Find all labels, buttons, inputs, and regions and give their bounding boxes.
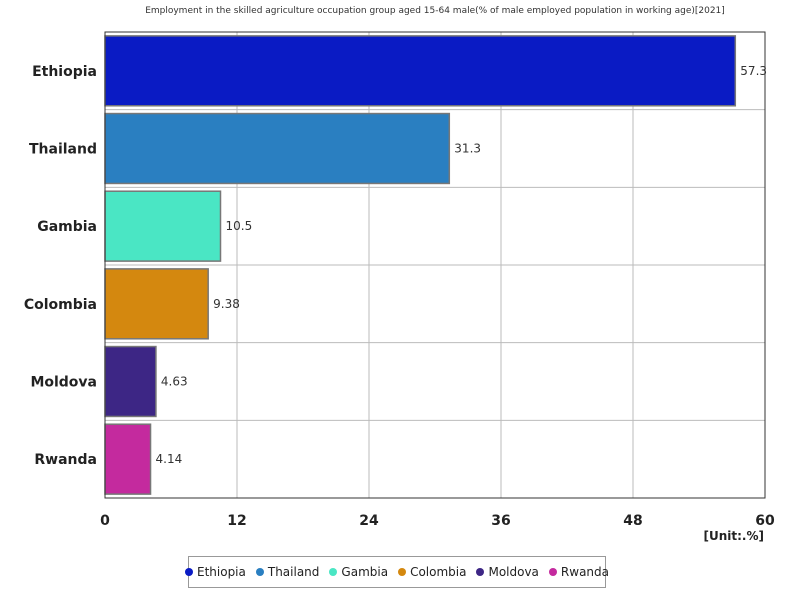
chart-title: Employment in the skilled agriculture oc…	[145, 6, 725, 16]
x-tick-label: 60	[755, 513, 775, 529]
bar-rwanda	[104, 423, 152, 495]
data-labels: 57.3 31.3 10.5 9.38 4.63 4.14	[156, 64, 767, 466]
plot-frame	[104, 31, 766, 499]
data-label-colombia: 9.38	[213, 297, 240, 311]
legend-item-colombia: Colombia	[398, 565, 466, 579]
x-tick-label: 48	[623, 513, 642, 529]
unit-label: [Unit:.%]	[703, 529, 765, 543]
bar-thailand	[104, 112, 451, 185]
legend-label: Gambia	[341, 565, 389, 579]
legend-swatch	[185, 568, 193, 576]
legend-swatch	[476, 568, 485, 576]
bar-moldova	[104, 345, 157, 418]
legend-item-gambia: Gambia	[329, 565, 388, 579]
legend-swatch	[398, 568, 407, 576]
bar-colombia	[104, 268, 209, 340]
legend-item-thailand: Thailand	[255, 565, 320, 579]
x-tick-label: 0	[100, 513, 110, 529]
category-label-colombia: Colombia	[24, 297, 97, 313]
legend-swatch	[255, 568, 264, 576]
legend: Ethiopia Thailand Gambia Colombia Moldova Rwa…	[185, 556, 610, 588]
legend-label: Ethiopia	[197, 565, 246, 579]
data-label-moldova: 4.63	[161, 375, 188, 389]
legend-item-rwanda: Rwanda	[548, 565, 610, 579]
x-axis-ticks: 0 12 24 36 48 60	[100, 513, 775, 529]
legend-item-moldova: Moldova	[476, 565, 539, 579]
category-label-moldova: Moldova	[30, 375, 97, 391]
data-label-thailand: 31.3	[454, 142, 481, 156]
x-tick-label: 24	[359, 513, 379, 529]
legend-swatch	[329, 568, 338, 576]
legend-swatch	[548, 568, 557, 576]
x-tick-label: 36	[491, 513, 510, 529]
category-label-rwanda: Rwanda	[34, 452, 97, 468]
legend-label: Thailand	[267, 565, 320, 579]
bars	[104, 35, 737, 495]
legend-label: Rwanda	[560, 565, 610, 579]
legend-item-ethiopia: Ethiopia	[185, 565, 246, 579]
legend-label: Colombia	[410, 565, 467, 579]
category-label-ethiopia: Ethiopia	[32, 64, 97, 80]
data-label-ethiopia: 57.3	[740, 64, 767, 78]
category-label-thailand: Thailand	[29, 142, 97, 158]
data-label-rwanda: 4.14	[156, 452, 183, 466]
data-label-gambia: 10.5	[226, 219, 253, 233]
bar-gambia	[104, 190, 222, 262]
category-labels: Ethiopia Thailand Gambia Colombia Moldova Rwa…	[24, 64, 97, 468]
category-label-gambia: Gambia	[37, 219, 97, 235]
x-tick-label: 12	[227, 513, 246, 529]
legend-label: Moldova	[488, 565, 539, 579]
bar-ethiopia	[104, 35, 737, 107]
